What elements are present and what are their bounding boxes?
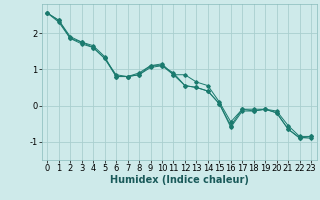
X-axis label: Humidex (Indice chaleur): Humidex (Indice chaleur) [110, 175, 249, 185]
